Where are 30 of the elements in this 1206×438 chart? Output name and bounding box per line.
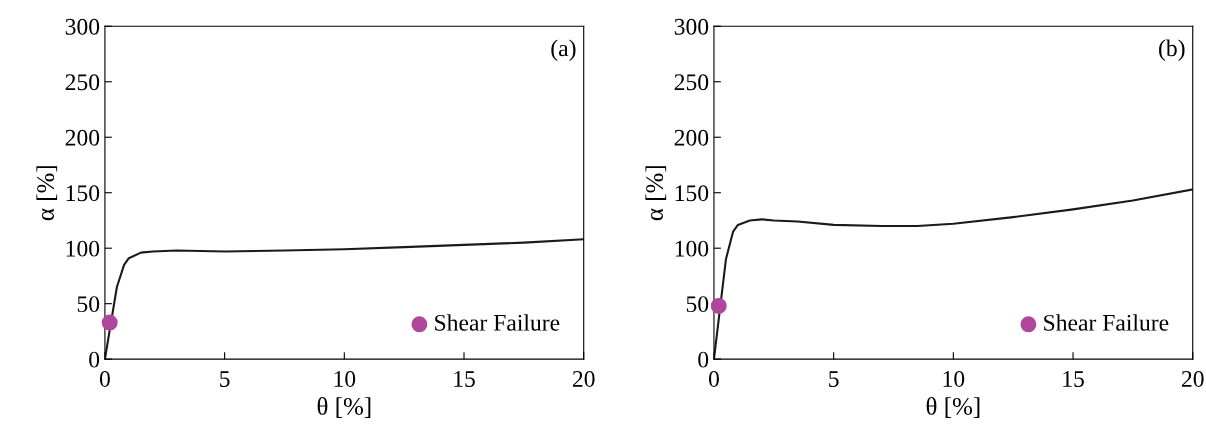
x-tick-label: 15 — [454, 371, 475, 387]
y-tick-label: 150 — [66, 185, 100, 202]
x-tick-label: 10 — [943, 370, 965, 387]
x-axis-title: θ [%] — [317, 397, 371, 418]
y-tick-label: 150 — [675, 185, 709, 202]
x-tick-label: 5 — [220, 371, 230, 387]
y-tick-label: 250 — [65, 74, 100, 91]
y-tick-label: 200 — [65, 129, 100, 146]
annotation: (b) — [1159, 39, 1185, 62]
y-axis-title: α [%] — [36, 166, 58, 221]
x-tick-label: 20 — [1181, 370, 1204, 387]
annotation: (a) — [551, 39, 576, 62]
x-tick-label: 20 — [572, 370, 595, 387]
legend-label: Shear Failure — [435, 314, 560, 331]
y-tick-label: 50 — [686, 296, 709, 313]
x-axis-title: θ [%] — [926, 397, 980, 418]
legend-label: Shear Failure — [1044, 314, 1169, 331]
y-tick-label: 300 — [65, 18, 100, 35]
y-tick-label: 50 — [77, 296, 100, 313]
y-tick-label: 100 — [66, 240, 100, 257]
y-tick-label: 0 — [89, 351, 100, 368]
x-tick-label: 10 — [334, 370, 356, 387]
y-tick-label: 250 — [674, 74, 709, 91]
x-tick-label: 5 — [829, 371, 839, 387]
y-axis-title: α [%] — [645, 166, 667, 221]
y-tick-label: 300 — [674, 18, 709, 35]
y-tick-label: 100 — [675, 240, 709, 257]
y-tick-label: 0 — [698, 351, 709, 368]
y-tick-label: 200 — [674, 129, 709, 146]
x-tick-label: 15 — [1063, 371, 1084, 387]
